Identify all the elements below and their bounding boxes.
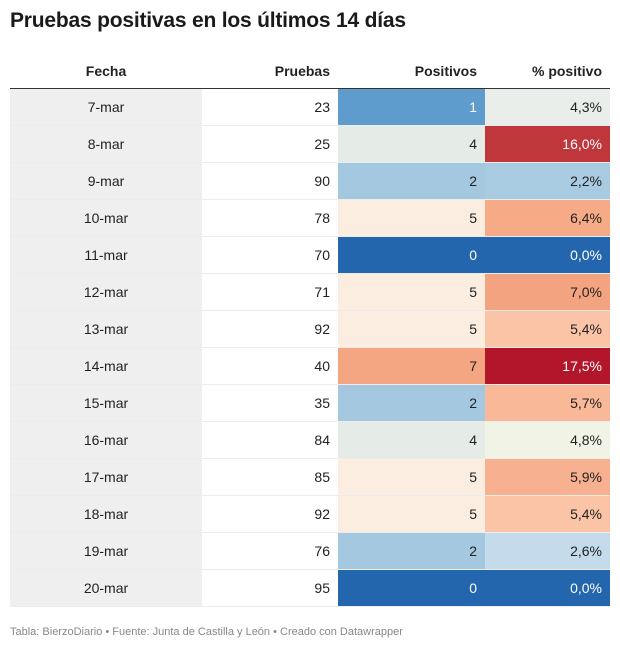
pruebas-cell: 84 [202,421,338,459]
pruebas-cell: 71 [202,273,338,311]
positivos-cell: 5 [338,273,485,311]
table-row: 10-mar 78 5 6,4% [10,199,610,237]
fecha-cell: 13-mar [10,310,202,348]
pruebas-cell: 35 [202,384,338,422]
positivos-cell: 0 [338,569,485,607]
pruebas-cell: 90 [202,162,338,200]
positivos-cell: 5 [338,310,485,348]
pct-positivo-cell: 5,4% [485,310,610,348]
pct-positivo-cell: 5,7% [485,384,610,422]
source-footer: Tabla: BierzoDiario • Fuente: Junta de C… [10,626,403,638]
table-row: 18-mar 92 5 5,4% [10,495,610,533]
table-row: 11-mar 70 0 0,0% [10,236,610,274]
column-header-fecha[interactable]: Fecha [10,54,202,89]
fecha-cell: 15-mar [10,384,202,422]
table-row: 13-mar 92 5 5,4% [10,310,610,348]
pct-positivo-cell: 2,6% [485,532,610,570]
pct-positivo-cell: 2,2% [485,162,610,200]
positivos-cell: 5 [338,495,485,533]
pct-positivo-cell: 7,0% [485,273,610,311]
fecha-cell: 9-mar [10,162,202,200]
positivos-cell: 1 [338,88,485,126]
fecha-cell: 14-mar [10,347,202,385]
pct-positivo-cell: 4,3% [485,88,610,126]
pruebas-cell: 92 [202,310,338,348]
fecha-cell: 10-mar [10,199,202,237]
positivos-cell: 4 [338,125,485,163]
fecha-cell: 8-mar [10,125,202,163]
pct-positivo-cell: 6,4% [485,199,610,237]
fecha-cell: 12-mar [10,273,202,311]
pruebas-cell: 85 [202,458,338,496]
pruebas-cell: 76 [202,532,338,570]
positivos-cell: 2 [338,532,485,570]
chart-title: Pruebas positivas en los últimos 14 días [10,9,406,32]
positivos-cell: 2 [338,162,485,200]
fecha-cell: 17-mar [10,458,202,496]
fecha-cell: 18-mar [10,495,202,533]
fecha-cell: 19-mar [10,532,202,570]
column-header-pruebas[interactable]: Pruebas [202,54,338,89]
table-row: 12-mar 71 5 7,0% [10,273,610,311]
positivos-cell: 0 [338,236,485,274]
positivos-cell: 5 [338,199,485,237]
table-row: 20-mar 95 0 0,0% [10,569,610,607]
data-table: Fecha Pruebas Positivos % positivo 7-mar… [10,54,610,607]
table-row: 16-mar 84 4 4,8% [10,421,610,459]
column-header-pct-positivo[interactable]: % positivo [485,54,610,89]
table-row: 7-mar 23 1 4,3% [10,88,610,126]
fecha-cell: 11-mar [10,236,202,274]
pruebas-cell: 70 [202,236,338,274]
table-row: 8-mar 25 4 16,0% [10,125,610,163]
fecha-cell: 20-mar [10,569,202,607]
table-row: 15-mar 35 2 5,7% [10,384,610,422]
header-row: Fecha Pruebas Positivos % positivo [10,54,610,89]
pct-positivo-cell: 16,0% [485,125,610,163]
pruebas-cell: 25 [202,125,338,163]
table-row: 19-mar 76 2 2,6% [10,532,610,570]
column-header-positivos[interactable]: Positivos [338,54,485,89]
pct-positivo-cell: 5,9% [485,458,610,496]
pruebas-cell: 92 [202,495,338,533]
table-row: 17-mar 85 5 5,9% [10,458,610,496]
pct-positivo-cell: 4,8% [485,421,610,459]
positivos-cell: 4 [338,421,485,459]
table-row: 9-mar 90 2 2,2% [10,162,610,200]
positivos-cell: 5 [338,458,485,496]
pct-positivo-cell: 5,4% [485,495,610,533]
pruebas-cell: 23 [202,88,338,126]
pruebas-cell: 40 [202,347,338,385]
pct-positivo-cell: 0,0% [485,236,610,274]
fecha-cell: 16-mar [10,421,202,459]
fecha-cell: 7-mar [10,88,202,126]
pruebas-cell: 78 [202,199,338,237]
pruebas-cell: 95 [202,569,338,607]
pct-positivo-cell: 17,5% [485,347,610,385]
pct-positivo-cell: 0,0% [485,569,610,607]
table-body: 7-mar 23 1 4,3% 8-mar 25 4 16,0% 9-mar 90 2 2,2% 10-… [10,88,610,607]
positivos-cell: 2 [338,384,485,422]
positivos-cell: 7 [338,347,485,385]
table-row: 14-mar 40 7 17,5% [10,347,610,385]
